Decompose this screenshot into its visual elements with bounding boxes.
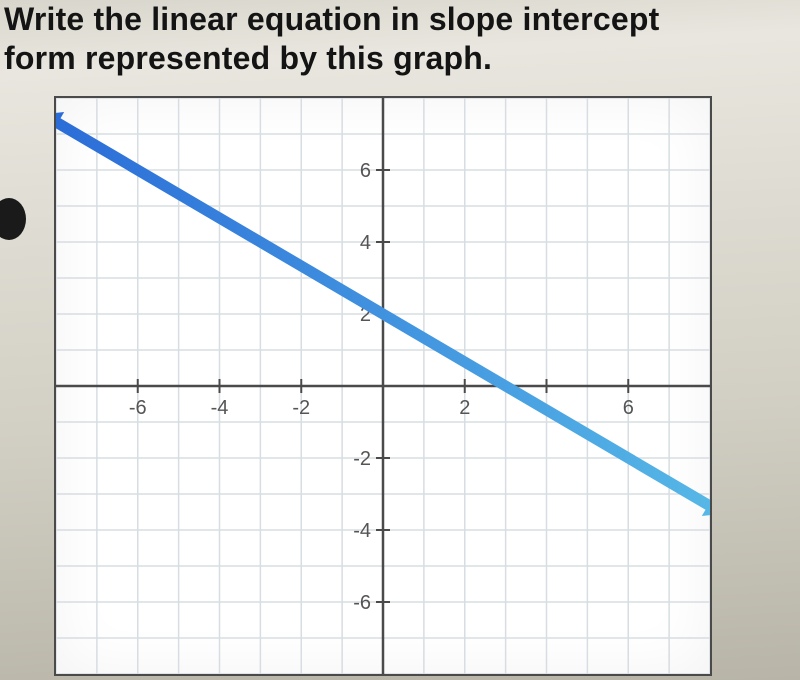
y-tick-label: 4 <box>360 232 371 254</box>
prompt-line-2: form represented by this graph. <box>4 40 492 76</box>
coordinate-graph: -6-4-226-6-4-2246 <box>54 96 712 676</box>
page-decorative-dot <box>0 198 26 240</box>
x-tick-label: 2 <box>459 397 470 419</box>
x-tick-label: -6 <box>129 397 147 419</box>
y-tick-label: 6 <box>360 160 371 182</box>
prompt-line-1: Write the linear equation in slope inter… <box>4 1 659 37</box>
page-root: Write the linear equation in slope inter… <box>0 0 800 680</box>
question-prompt: Write the linear equation in slope inter… <box>4 0 796 78</box>
y-tick-label: -4 <box>353 520 371 542</box>
y-tick-label: -2 <box>353 448 371 470</box>
y-tick-label: -6 <box>353 592 371 614</box>
graph-svg: -6-4-226-6-4-2246 <box>56 98 710 674</box>
x-tick-label: -2 <box>292 397 310 419</box>
x-tick-label: 6 <box>623 397 634 419</box>
x-tick-label: -4 <box>211 397 229 419</box>
